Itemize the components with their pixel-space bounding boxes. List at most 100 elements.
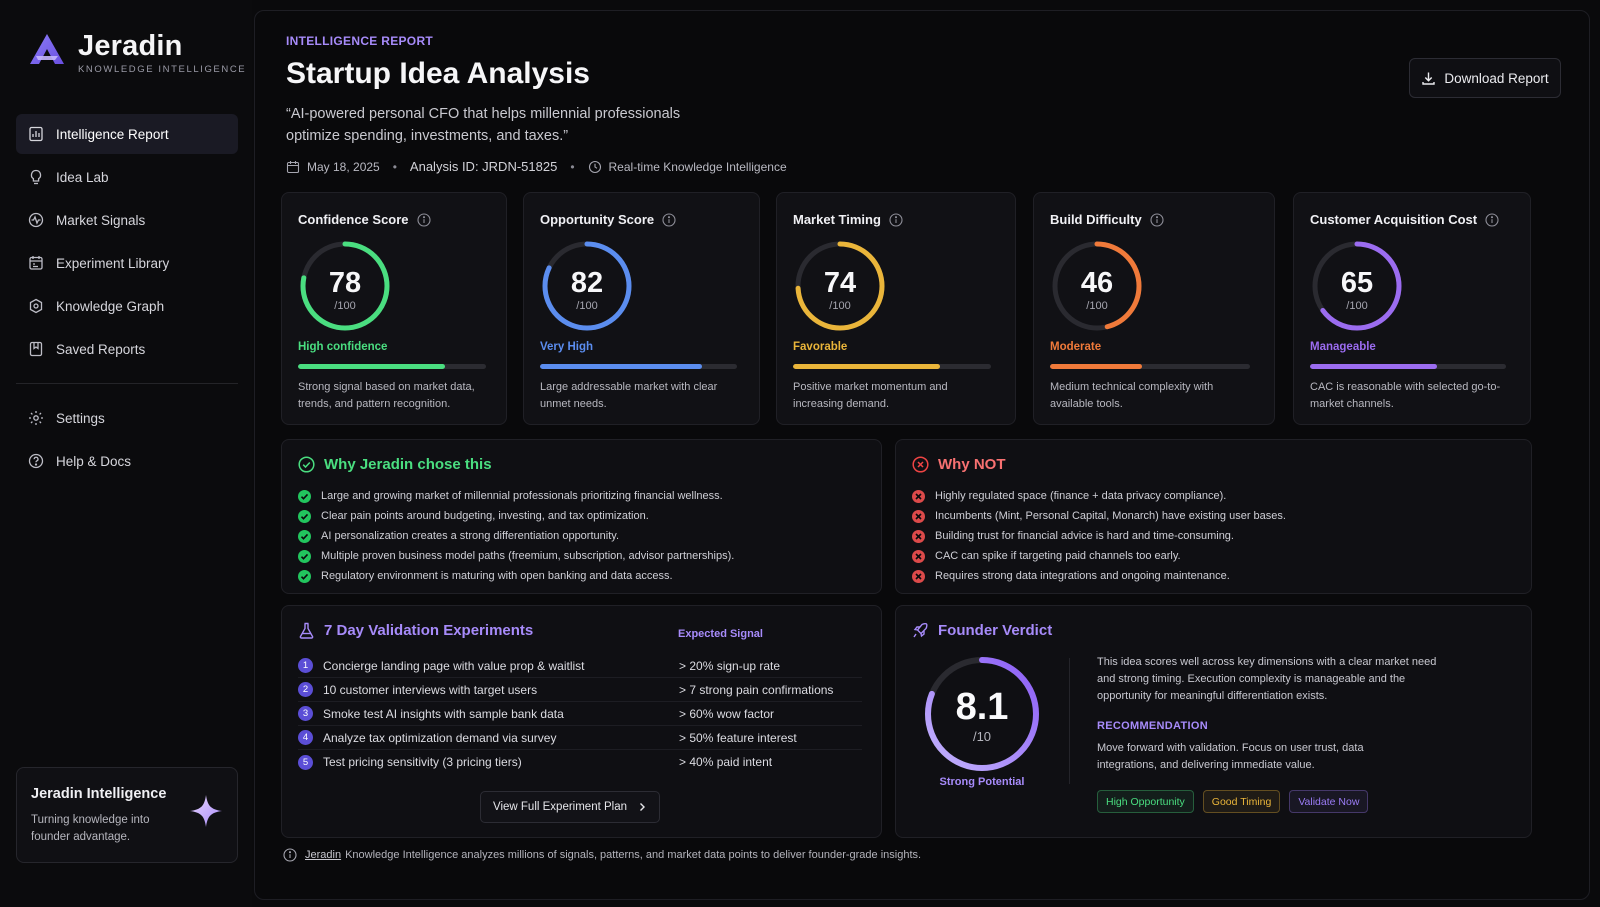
card-title-text: Customer Acquisition Cost [1310, 212, 1478, 227]
idea-quote: “AI-powered personal CFO that helps mill… [286, 106, 681, 144]
sidebar-item-label: Intelligence Report [56, 126, 169, 142]
why-item-text: Clear pain points around budgeting, inve… [321, 510, 649, 522]
score-value: 78 [328, 267, 362, 299]
why-not-item: Building trust for financial advice is h… [912, 526, 1286, 546]
why-item: Multiple proven business model paths (fr… [298, 546, 734, 566]
sidebar-item-label: Settings [56, 410, 105, 426]
experiments-panel: 7 Day Validation Experiments Expected Si… [281, 605, 882, 838]
tag-validate-now[interactable]: Validate Now [1289, 790, 1369, 813]
info-icon[interactable] [1150, 212, 1164, 227]
why-title: Why Jeradin chose this [324, 456, 492, 473]
sidebar-item-saved-reports[interactable]: Saved Reports [16, 329, 238, 369]
why-item-text: AI personalization creates a strong diff… [321, 530, 619, 542]
sidebar-item-knowledge-graph[interactable]: Knowledge Graph [16, 286, 238, 326]
card-title: Customer Acquisition Cost [1310, 212, 1499, 227]
score-bar [298, 364, 486, 369]
experiment-row[interactable]: 1 Concierge landing page with value prop … [298, 654, 862, 678]
sidebar: Jeradin KNOWLEDGE INTELLIGENCE Intellige… [0, 0, 252, 907]
info-icon[interactable] [662, 212, 676, 227]
score-card-confidence[interactable]: Confidence Score 78 /100 High confidence… [281, 192, 507, 425]
experiment-number: 1 [298, 658, 313, 673]
score-label: Manageable [1310, 341, 1376, 353]
score-ring [300, 241, 390, 331]
tag-good-timing[interactable]: Good Timing [1202, 790, 1281, 813]
view-experiment-plan-button[interactable]: View Full Experiment Plan [480, 791, 660, 823]
download-icon [1422, 72, 1436, 85]
experiment-row[interactable]: 3 Smoke test AI insights with sample bank… [298, 702, 862, 726]
experiment-row[interactable]: 5 Test pricing sensitivity (3 pricing tie… [298, 750, 862, 774]
analysis-mode: Real-time Knowledge Intelligence [608, 159, 787, 174]
why-not-list: Highly regulated space (finance + data p… [912, 486, 1286, 586]
score-description: CAC is reasonable with selected go-to-ma… [1310, 381, 1501, 410]
score-card-market-timing[interactable]: Market Timing 74 /100 Favorable Positive… [776, 192, 1016, 425]
footer-link[interactable]: Jeradin [305, 849, 342, 861]
tag-high-opportunity[interactable]: High Opportunity [1097, 790, 1194, 813]
score-ring [542, 241, 632, 331]
info-icon[interactable] [1485, 212, 1499, 227]
view-experiment-plan-label: View Full Experiment Plan [492, 801, 627, 813]
score-max: /100 [1086, 300, 1108, 312]
score-description: Medium technical complexity with availab… [1050, 381, 1214, 410]
why-panel: Why Jeradin chose this Large and growing… [281, 439, 882, 594]
promo-card[interactable]: Jeradin Intelligence Turning knowledge i… [16, 767, 238, 863]
page-eyebrow: INTELLIGENCE REPORT [286, 34, 434, 48]
sidebar-item-settings[interactable]: Settings [16, 398, 238, 438]
score-max: /100 [334, 300, 356, 312]
chevron-right-icon [640, 803, 645, 811]
card-title: Opportunity Score [540, 212, 676, 227]
experiment-signal: > 60% wow factor [679, 706, 775, 721]
analysis-id: Analysis ID: JRDN-51825 [409, 159, 558, 174]
check-icon [298, 529, 311, 543]
sidebar-divider [16, 383, 238, 384]
experiment-number: 2 [298, 682, 313, 697]
score-description: Large addressable market with clear unme… [540, 381, 718, 410]
sidebar-nav: Intelligence Report Idea Lab Market Sign… [16, 114, 238, 484]
why-not-item-text: Incumbents (Mint, Personal Capital, Mona… [935, 510, 1286, 522]
gear-icon [29, 411, 43, 425]
card-title-text: Build Difficulty [1050, 212, 1142, 227]
page-title: Startup Idea Analysis [286, 57, 590, 90]
score-bar-fill [1310, 364, 1438, 369]
score-max: /100 [829, 300, 851, 312]
library-icon [29, 256, 43, 270]
x-circle-icon [912, 456, 929, 473]
score-label: Favorable [793, 341, 848, 353]
score-card-build-difficulty[interactable]: Build Difficulty 46 /100 Moderate Medium… [1033, 192, 1275, 425]
experiment-signal: > 40% paid intent [679, 755, 773, 769]
promo-text: Turning knowledge into founder advantage… [31, 814, 150, 843]
meta-separator: • [392, 159, 397, 174]
brand-name: Jeradin [78, 30, 183, 62]
card-title: Build Difficulty [1050, 212, 1164, 227]
info-icon[interactable] [889, 212, 903, 227]
score-bar-fill [540, 364, 702, 369]
experiment-name: 10 customer interviews with target users [323, 682, 538, 697]
experiment-row[interactable]: 2 10 customer interviews with target user… [298, 678, 862, 702]
score-ring [1052, 241, 1142, 331]
info-icon[interactable] [416, 212, 431, 227]
sidebar-item-experiment-library[interactable]: Experiment Library [16, 243, 238, 283]
brand[interactable]: Jeradin KNOWLEDGE INTELLIGENCE [28, 30, 246, 75]
download-report-button[interactable]: Download Report [1409, 58, 1561, 98]
calendar-icon [286, 160, 300, 173]
score-bar-fill [298, 364, 445, 369]
why-not-item-text: Highly regulated space (finance + data p… [935, 490, 1227, 502]
sidebar-item-market-signals[interactable]: Market Signals [16, 200, 238, 240]
info-icon [283, 848, 297, 862]
sidebar-item-label: Saved Reports [56, 341, 146, 357]
experiment-signal: > 7 strong pain confirmations [679, 682, 834, 697]
score-card-opportunity[interactable]: Opportunity Score 82 /100 Very High Larg… [523, 192, 760, 425]
score-card-customer-acquisition-cost[interactable]: Customer Acquisition Cost 65 /100 Manage… [1293, 192, 1531, 425]
experiment-row[interactable]: 4 Analyze tax optimization demand via sur… [298, 726, 862, 750]
why-not-item: Requires strong data integrations and on… [912, 566, 1286, 586]
verdict-label: Strong Potential [939, 776, 1025, 788]
score-max: /100 [1346, 300, 1368, 312]
sidebar-item-label: Market Signals [56, 212, 146, 228]
sidebar-item-label: Experiment Library [56, 255, 170, 271]
score-bar-fill [793, 364, 940, 369]
why-not-item-text: Building trust for financial advice is h… [935, 530, 1234, 542]
score-ring [795, 241, 885, 331]
sidebar-item-idea-lab[interactable]: Idea Lab [16, 157, 238, 197]
why-not-item: Highly regulated space (finance + data p… [912, 486, 1286, 506]
sidebar-item-help-docs[interactable]: Help & Docs [16, 441, 238, 481]
sidebar-item-intelligence-report[interactable]: Intelligence Report [16, 114, 238, 154]
